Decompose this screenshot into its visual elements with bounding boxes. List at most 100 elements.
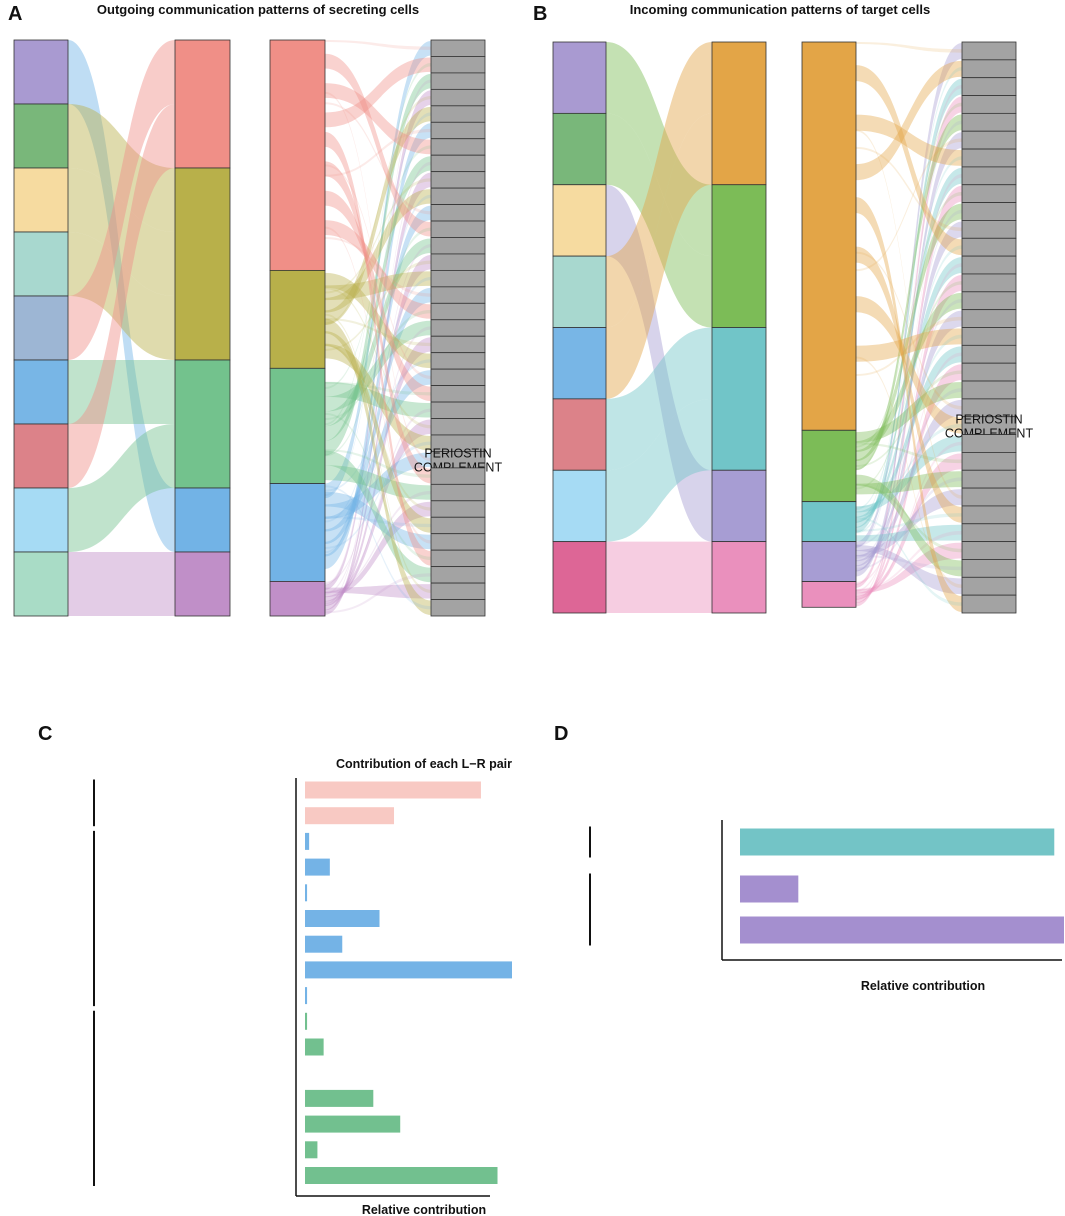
signal-box-visfatin	[961, 344, 1017, 364]
flow-ribbon-minor	[856, 84, 962, 585]
signal-box-il6	[430, 253, 486, 271]
bar-ccl3-ccr5	[305, 961, 512, 979]
signal-box-nt	[961, 523, 1017, 543]
flow-ribbon-signal-gdnf	[856, 60, 962, 181]
signal-box-lifr	[430, 269, 486, 288]
bar-ccl5-ccr5	[305, 935, 343, 953]
flow-ribbon-minor	[325, 408, 431, 604]
signal-box-hgf	[430, 549, 486, 568]
flow-ribbon-cell-cvecs	[68, 232, 175, 360]
flow-ribbon-minor	[325, 326, 431, 584]
cell-group-box-nvecs	[13, 167, 69, 233]
flow-ribbon-signal-pars	[856, 471, 962, 495]
signal-box-ox40	[961, 327, 1017, 346]
cell-group-box-tvecs	[13, 295, 69, 361]
flow-ribbon-signal-osm	[856, 274, 962, 604]
bar-inhba-acvr1b-acvr2b	[305, 807, 395, 825]
cell-group-box-cvics	[13, 423, 69, 489]
flow-ribbon-minor	[856, 245, 962, 534]
flow-ribbon-signal-grn	[325, 318, 431, 615]
flow-ribbon-minor	[325, 145, 431, 389]
cell-group-box-tvecs	[552, 327, 607, 400]
flow-ribbon-minor	[325, 573, 431, 614]
flow-ribbon-minor	[856, 423, 962, 509]
signal-box-pars	[961, 469, 1017, 489]
flow-ribbon-minor	[325, 161, 431, 606]
flow-ribbon-signal-fgf	[325, 83, 431, 155]
flow-ribbon-signal-periostin	[856, 296, 962, 434]
flow-ribbon-signal-ptn	[325, 343, 431, 451]
flow-ribbon-signal-pars	[325, 465, 431, 500]
flow-ribbon-minor	[856, 517, 962, 606]
flow-ribbon-minor	[325, 128, 431, 177]
flow-ribbon-signal-activin	[856, 78, 962, 533]
flow-ribbon-signal-gas	[856, 545, 962, 595]
flow-ribbon-minor	[325, 317, 431, 347]
flow-ribbon-signal-mif	[856, 203, 962, 462]
flow-ribbon-minor	[325, 313, 431, 593]
panel-c-xlabel: Relative contribution	[362, 1203, 486, 1216]
signal-box-nrg	[961, 112, 1017, 132]
cell-group-box-avics	[13, 359, 69, 425]
pattern-box-2	[174, 167, 231, 361]
flow-ribbon-minor	[856, 441, 962, 599]
bar-chart-panel-c: Contribution of each L−R pair Relative c…	[93, 757, 512, 1216]
pattern-box-3	[174, 359, 231, 489]
pattern-signal-box-1	[801, 41, 857, 431]
flow-ribbon-minor	[856, 442, 962, 464]
flow-ribbon-signal-activin	[325, 90, 431, 590]
signal-box-ccl	[430, 204, 486, 222]
flow-ribbon-minor	[856, 146, 962, 232]
pattern-signal-box-3	[801, 501, 857, 543]
signal-box-rankl	[430, 352, 486, 370]
signal-box-il1	[430, 286, 486, 304]
flow-ribbon-signal-il4	[856, 221, 962, 572]
flow-ribbon-minor	[856, 120, 962, 548]
flow-ribbon-minor	[856, 316, 962, 376]
flow-ribbon-signal-gas	[325, 584, 431, 599]
flow-ribbon-minor	[856, 554, 962, 571]
flow-ribbon-signal-nt	[856, 524, 962, 542]
bar-mdk-itga4-itgb1	[305, 1089, 374, 1107]
cell-group-box-cvics	[552, 398, 607, 471]
flow-ribbon-minor	[856, 356, 962, 589]
bar-il6-il6r-il6st	[740, 828, 1055, 856]
panel-letter-a: A	[8, 3, 22, 25]
pattern-signal-box-3	[269, 367, 326, 484]
bar-mdk-sdc2	[305, 1012, 308, 1030]
flow-ribbon-signal-ngf	[325, 337, 431, 607]
signal-box-cxcl	[430, 220, 486, 238]
flow-ribbon-minor	[325, 344, 431, 511]
signal-box-angptl	[430, 401, 486, 419]
signal-box-activin	[430, 88, 486, 107]
panel-letter-d: D	[554, 723, 568, 745]
flow-ribbon-minor	[856, 370, 962, 467]
flow-ribbon-signal-fgf	[856, 132, 962, 577]
signal-box-edn	[430, 467, 486, 485]
signal-box-il6	[961, 237, 1017, 257]
flow-ribbon-signal-edn	[856, 435, 962, 513]
flow-ribbon-cell-nvecs	[68, 168, 175, 296]
flow-ribbon-signal-rankl	[856, 310, 962, 567]
signal-box-lifr	[961, 255, 1017, 275]
flow-ribbon-signal-mif	[325, 238, 431, 427]
signal-box-cxcl	[961, 184, 1017, 203]
signal-box-visfatin	[430, 385, 486, 403]
signal-box-egf	[961, 95, 1017, 114]
flow-ribbon-minor	[856, 129, 962, 499]
flow-ribbon-signal-kit	[856, 246, 962, 523]
signal-box-pdgf	[430, 154, 486, 173]
signal-box-light	[430, 319, 486, 337]
cell-group-box-nvecs	[552, 184, 607, 257]
flow-ribbon-signal-calcr	[325, 450, 431, 583]
signal-box-igf	[961, 166, 1017, 186]
signal-box-grn	[961, 594, 1017, 614]
flow-ribbon-minor	[856, 42, 962, 53]
flow-ribbon-signal-mk	[325, 419, 431, 602]
flow-ribbon-signal-mk	[856, 382, 962, 443]
flow-ribbon-minor	[325, 449, 431, 478]
signal-box-osm	[961, 273, 1017, 293]
flow-ribbon-minor	[856, 298, 962, 559]
flow-ribbon-minor	[325, 95, 431, 325]
flow-ribbon-signal-angptl	[325, 382, 431, 418]
